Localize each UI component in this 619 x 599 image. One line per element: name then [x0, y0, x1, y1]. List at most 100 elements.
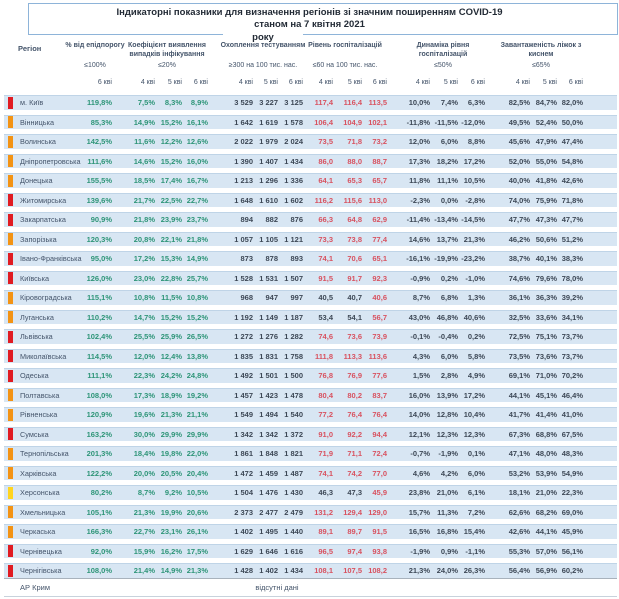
value-cell: 45,9: [372, 488, 387, 497]
value-cell: 13,9%: [436, 390, 458, 400]
value-cell: 12,6%: [186, 137, 208, 146]
value-cell: -2,8%: [465, 195, 485, 205]
value-cell: 1 979: [259, 137, 278, 146]
value-cell: 1,5%: [412, 371, 430, 380]
table-row: Чернівецька 92,0% 15,9% 16,2% 17,5% 1 629 1 64…: [4, 543, 617, 558]
value-cell: 14,7%: [133, 312, 155, 322]
value-cell: 19,9%: [160, 507, 182, 517]
value-cell: 19,6%: [133, 410, 155, 419]
table-row: Хмельницька 105,1% 21,3% 19,9% 20,6% 2 373 2 4…: [4, 504, 617, 519]
status-marker-orange: [8, 467, 13, 479]
value-cell: 47,3: [347, 488, 362, 497]
status-marker-orange: [8, 311, 13, 323]
value-cell: 56,9%: [535, 566, 557, 575]
value-cell: 65,7: [372, 176, 387, 185]
value-cell: 129,0: [368, 507, 387, 517]
value-cell: 1 504: [234, 488, 253, 497]
status-marker-orange: [8, 116, 13, 128]
value-cell: 968: [240, 293, 253, 302]
value-cell: 1 648: [234, 195, 253, 205]
value-cell: 41,4%: [535, 410, 557, 419]
title-box: [28, 3, 618, 35]
value-cell: 52,0%: [508, 156, 530, 166]
value-cell: 91,5: [372, 527, 387, 536]
value-cell: 74,6: [318, 332, 333, 341]
value-cell: 77,0: [372, 468, 387, 478]
value-cell: 75,1%: [535, 332, 557, 341]
value-cell: 76,4: [372, 410, 387, 419]
value-cell: 876: [290, 215, 303, 224]
value-cell: 18,4%: [133, 449, 155, 458]
value-cell: 46,3: [318, 488, 333, 497]
value-cell: 7,2%: [467, 507, 485, 517]
value-cell: 23,0%: [133, 273, 155, 283]
value-cell: 1 296: [259, 176, 278, 185]
value-cell: 1 057: [234, 234, 253, 244]
value-cell: 43,0%: [408, 312, 430, 322]
date-header: 6 кві: [288, 79, 303, 86]
value-cell: 113,5: [368, 98, 387, 107]
value-cell: 83,7: [372, 390, 387, 400]
value-cell: 97,4: [347, 546, 362, 556]
table-row: Миколаївська 114,5% 12,0% 12,4% 13,8% 1 835 1 …: [4, 348, 617, 363]
value-cell: 18,9%: [160, 390, 182, 400]
value-cell: 40,7: [347, 293, 362, 302]
value-cell: 73,7%: [561, 332, 583, 341]
value-cell: 92,0%: [90, 546, 112, 556]
value-cell: 878: [265, 254, 278, 263]
date-header: 6 кві: [372, 79, 387, 86]
value-cell: 22,7%: [186, 195, 208, 205]
date-header: 5 кві: [542, 79, 557, 86]
value-cell: 14,9%: [133, 117, 155, 127]
value-cell: 2 479: [284, 507, 303, 517]
value-cell: 10,5%: [186, 488, 208, 497]
date-header: 5 кві: [443, 79, 458, 86]
value-cell: 88,7: [372, 156, 387, 166]
value-cell: 51,2%: [561, 234, 583, 244]
value-cell: 10,4%: [463, 410, 485, 419]
value-cell: 71,8: [347, 137, 362, 146]
status-marker-orange: [8, 135, 13, 148]
missing-data-note: відсутні дані: [255, 583, 299, 592]
value-cell: 7,4%: [440, 98, 458, 107]
value-cell: 41,8%: [535, 176, 557, 185]
value-cell: 54,8%: [561, 156, 583, 166]
value-cell: 115,6: [343, 195, 362, 205]
status-marker-red: [8, 194, 13, 206]
value-cell: 90,9%: [90, 215, 112, 224]
value-cell: 14,9%: [160, 566, 182, 575]
table-row: Полтавська 108,0% 17,3% 18,9% 19,2% 1 457 1 42…: [4, 387, 617, 402]
value-cell: -14,5%: [461, 215, 485, 224]
value-cell: 20,0%: [133, 468, 155, 478]
value-cell: 1 192: [234, 312, 253, 322]
value-cell: 47,9%: [535, 137, 557, 146]
value-cell: 11,3%: [437, 507, 458, 517]
value-cell: -1,0%: [465, 273, 485, 283]
value-cell: 4,2%: [440, 468, 458, 478]
value-cell: 1 336: [284, 176, 303, 185]
value-cell: 1 472: [234, 468, 253, 478]
value-cell: -11,8%: [406, 117, 430, 127]
value-cell: 12,4%: [160, 351, 182, 361]
status-marker-red: [8, 252, 13, 265]
value-cell: 48,3%: [561, 449, 583, 458]
value-cell: 46,4%: [561, 390, 583, 400]
value-cell: 0,9%: [440, 546, 458, 556]
value-cell: 3 125: [284, 98, 303, 107]
value-cell: 42,6%: [561, 176, 583, 185]
value-cell: 22,3%: [561, 488, 583, 497]
value-cell: 120,9%: [86, 410, 112, 419]
value-cell: 1 187: [284, 312, 303, 322]
value-cell: 73,5: [318, 137, 333, 146]
value-cell: 15,2%: [186, 312, 208, 322]
column-group-testing: Охоплення тестуванням: [220, 42, 306, 49]
region-name: Київська: [20, 273, 50, 283]
value-cell: 111,8: [315, 351, 333, 361]
value-cell: 122,2%: [86, 468, 112, 478]
value-cell: 115,1%: [86, 293, 112, 302]
value-cell: 1 476: [259, 488, 278, 497]
value-cell: 66,3: [318, 215, 333, 224]
value-cell: 8,3%: [164, 98, 182, 107]
value-cell: 1 105: [259, 234, 278, 244]
value-cell: 893: [290, 254, 303, 263]
